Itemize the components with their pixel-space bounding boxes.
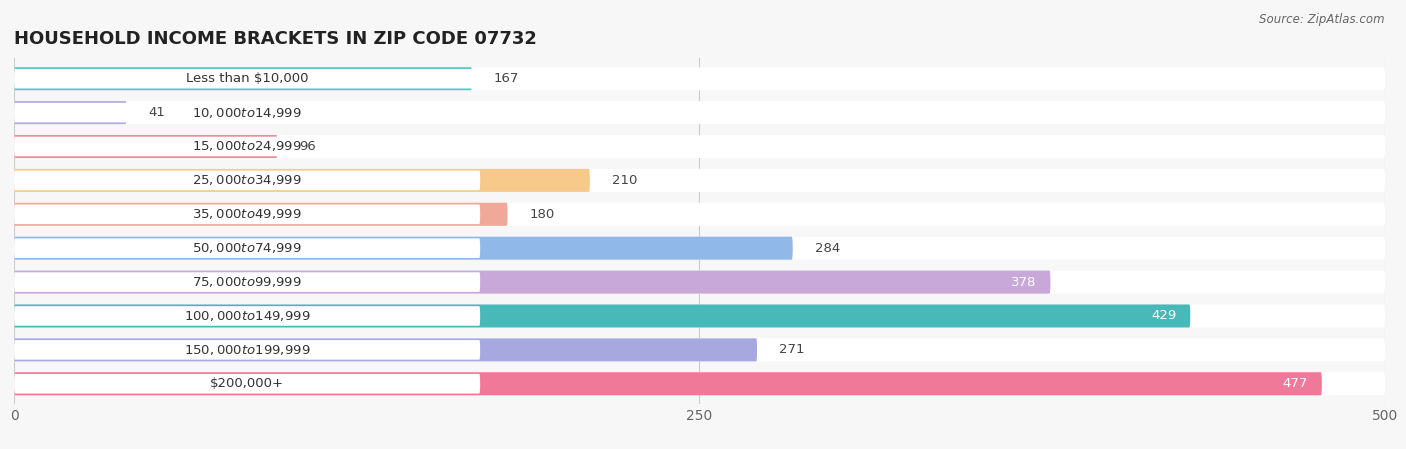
FancyBboxPatch shape [14, 271, 1385, 294]
Text: 167: 167 [494, 72, 519, 85]
Text: $15,000 to $24,999: $15,000 to $24,999 [193, 140, 302, 154]
Text: 96: 96 [299, 140, 316, 153]
Text: $50,000 to $74,999: $50,000 to $74,999 [193, 241, 302, 255]
Text: Less than $10,000: Less than $10,000 [186, 72, 308, 85]
Text: Source: ZipAtlas.com: Source: ZipAtlas.com [1260, 13, 1385, 26]
FancyBboxPatch shape [14, 238, 481, 258]
FancyBboxPatch shape [14, 69, 481, 88]
Text: $150,000 to $199,999: $150,000 to $199,999 [184, 343, 311, 357]
FancyBboxPatch shape [14, 204, 481, 224]
Text: 477: 477 [1282, 377, 1308, 390]
Text: HOUSEHOLD INCOME BRACKETS IN ZIP CODE 07732: HOUSEHOLD INCOME BRACKETS IN ZIP CODE 07… [14, 31, 537, 48]
FancyBboxPatch shape [14, 339, 756, 361]
Text: 210: 210 [612, 174, 637, 187]
Text: 284: 284 [814, 242, 839, 255]
Text: 41: 41 [149, 106, 166, 119]
FancyBboxPatch shape [14, 101, 127, 124]
Text: 271: 271 [779, 343, 804, 357]
Text: $35,000 to $49,999: $35,000 to $49,999 [193, 207, 302, 221]
FancyBboxPatch shape [14, 135, 277, 158]
FancyBboxPatch shape [14, 67, 1385, 90]
FancyBboxPatch shape [14, 340, 481, 360]
FancyBboxPatch shape [14, 169, 591, 192]
FancyBboxPatch shape [14, 304, 1191, 327]
FancyBboxPatch shape [14, 374, 481, 394]
Text: 429: 429 [1152, 309, 1177, 322]
FancyBboxPatch shape [14, 372, 1322, 395]
FancyBboxPatch shape [14, 372, 1385, 395]
FancyBboxPatch shape [14, 339, 1385, 361]
Text: $10,000 to $14,999: $10,000 to $14,999 [193, 106, 302, 119]
Text: 180: 180 [530, 208, 555, 221]
FancyBboxPatch shape [14, 271, 1050, 294]
Text: $25,000 to $34,999: $25,000 to $34,999 [193, 173, 302, 187]
FancyBboxPatch shape [14, 67, 472, 90]
FancyBboxPatch shape [14, 101, 1385, 124]
FancyBboxPatch shape [14, 237, 1385, 260]
FancyBboxPatch shape [14, 203, 1385, 226]
FancyBboxPatch shape [14, 169, 1385, 192]
FancyBboxPatch shape [14, 135, 1385, 158]
FancyBboxPatch shape [14, 304, 1385, 327]
FancyBboxPatch shape [14, 272, 481, 292]
Text: $75,000 to $99,999: $75,000 to $99,999 [193, 275, 302, 289]
FancyBboxPatch shape [14, 237, 793, 260]
FancyBboxPatch shape [14, 103, 481, 123]
Text: 378: 378 [1011, 276, 1036, 289]
Text: $200,000+: $200,000+ [209, 377, 284, 390]
FancyBboxPatch shape [14, 136, 481, 156]
FancyBboxPatch shape [14, 171, 481, 190]
FancyBboxPatch shape [14, 306, 481, 326]
FancyBboxPatch shape [14, 203, 508, 226]
Text: $100,000 to $149,999: $100,000 to $149,999 [184, 309, 311, 323]
